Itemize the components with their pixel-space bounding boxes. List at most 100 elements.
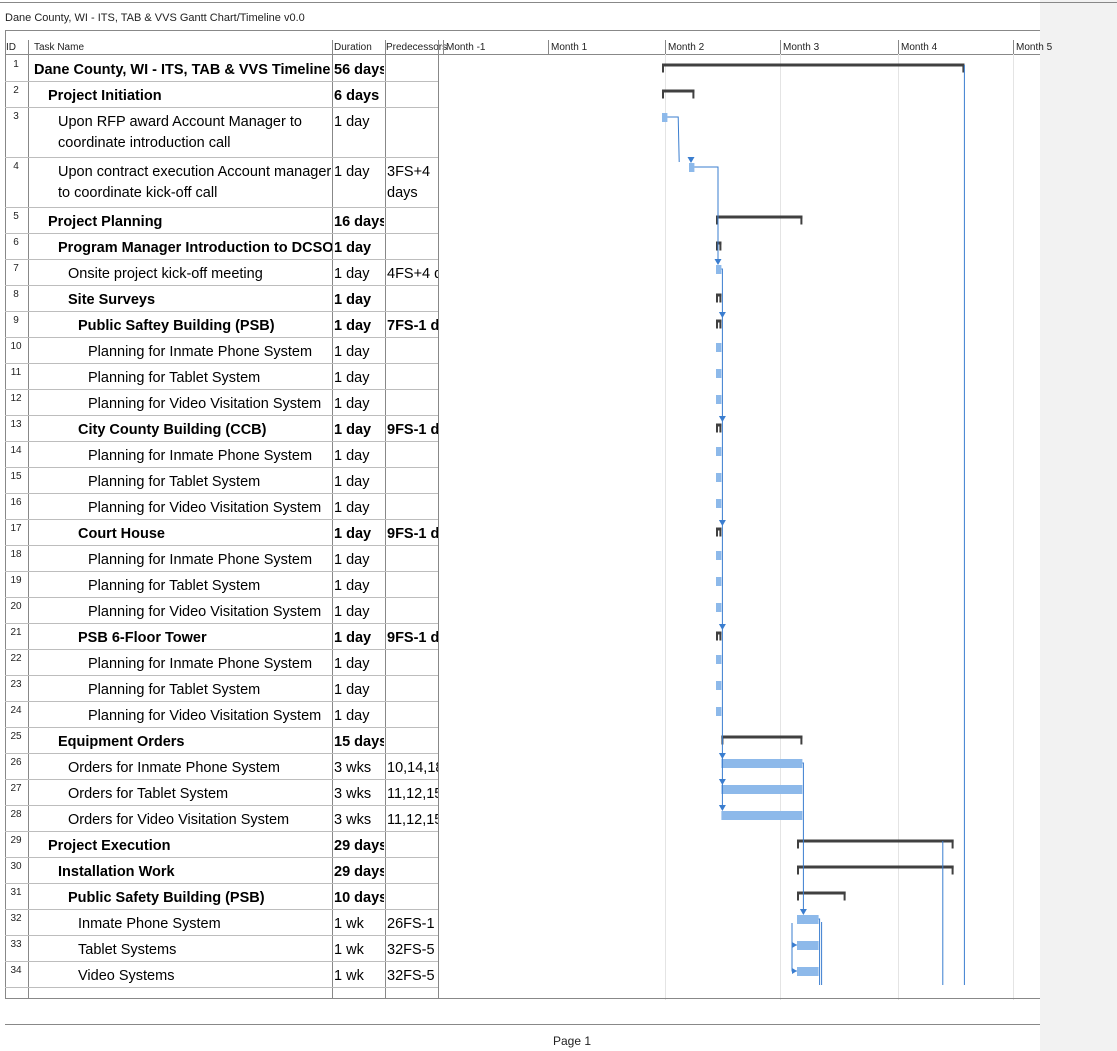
summary-bar-start-cap: [797, 891, 799, 901]
task-row[interactable]: 10 Planning for Inmate Phone System 1 day: [5, 338, 438, 364]
task-name: PSB 6-Floor Tower: [78, 630, 207, 646]
task-duration: 1 day: [334, 656, 370, 672]
header-divider: [5, 54, 1040, 55]
task-row[interactable]: 32 Inmate Phone System 1 wk 26FS-1 day: [5, 910, 438, 936]
summary-bar-end-cap: [951, 839, 954, 849]
task-id: 14: [10, 445, 22, 456]
timeline-gridline: [898, 54, 899, 1000]
task-id: 16: [10, 497, 22, 508]
summary-bar-start-cap: [662, 89, 664, 99]
task-id: 34: [10, 965, 22, 976]
task-row[interactable]: 9 Public Saftey Building (PSB) 1 day 7FS-1 …: [5, 312, 438, 338]
task-duration: 29 days: [334, 838, 384, 854]
task-row[interactable]: 27 Orders for Tablet System 3 wks 11,12,15,…: [5, 780, 438, 806]
task-row[interactable]: 22 Planning for Inmate Phone System 1 day: [5, 650, 438, 676]
task-row[interactable]: 29 Project Execution 29 days: [5, 832, 438, 858]
task-row[interactable]: 5 Project Planning 16 days: [5, 208, 438, 234]
summary-bar: [662, 63, 965, 67]
task-id: 18: [10, 549, 22, 560]
gantt-chart: [662, 63, 965, 985]
task-name: Orders for Video Visitation System: [68, 812, 290, 828]
task-duration: 1 day: [334, 708, 370, 724]
task-id: 9: [13, 315, 19, 326]
task-duration: 1 day: [334, 396, 370, 412]
page-right-margin: [1040, 0, 1117, 1051]
task-row[interactable]: 34 Video Systems 1 wk 32FS-5 days: [5, 962, 438, 988]
task-id: 27: [10, 783, 22, 794]
task-duration: 1 wk: [334, 942, 364, 958]
task-predecessors: 32FS-5 days: [387, 942, 438, 958]
task-row[interactable]: 25 Equipment Orders 15 days: [5, 728, 438, 754]
link-arrow: [718, 624, 726, 630]
task-bar: [716, 265, 722, 274]
summary-bar: [797, 891, 846, 895]
task-row[interactable]: 8 Site Surveys 1 day: [5, 286, 438, 312]
task-bar: [689, 163, 695, 172]
document-title: Dane County, WI - ITS, TAB & VVS Gantt C…: [5, 12, 305, 24]
summary-bar-end-cap: [719, 527, 722, 537]
task-row[interactable]: 7 Onsite project kick-off meeting 1 day 4FS…: [5, 260, 438, 286]
summary-bar-end-cap: [719, 293, 722, 303]
task-duration: 3 wks: [334, 812, 372, 828]
task-row[interactable]: 21 PSB 6-Floor Tower 1 day 9FS-1 day: [5, 624, 438, 650]
task-row[interactable]: 19 Planning for Tablet System 1 day: [5, 572, 438, 598]
task-id: 6: [13, 237, 19, 248]
month-divider: [898, 40, 899, 54]
task-row[interactable]: 4 Upon contract execution Account manager…: [5, 158, 438, 208]
task-bar: [716, 395, 722, 404]
task-name: Planning for Video Visitation System: [88, 500, 322, 516]
task-id: 26: [10, 757, 22, 768]
predecessor-column-divider: [438, 40, 439, 998]
task-id: 28: [10, 809, 22, 820]
task-name: Upon contract execution Account manager …: [58, 164, 332, 201]
task-id: 15: [10, 471, 22, 482]
task-row[interactable]: 1 Dane County, WI - ITS, TAB & VVS Timeli…: [5, 56, 438, 82]
month-label: Month 4: [901, 42, 938, 53]
task-row[interactable]: 33 Tablet Systems 1 wk 32FS-5 days: [5, 936, 438, 962]
task-row[interactable]: 28 Orders for Video Visitation System 3 wk…: [5, 806, 438, 832]
summary-bar: [662, 89, 695, 93]
month-label: Month 2: [668, 42, 705, 53]
link-4-7: [694, 166, 719, 264]
task-name: Planning for Tablet System: [88, 682, 261, 698]
task-row[interactable]: 12 Planning for Video Visitation System 1 …: [5, 390, 438, 416]
link-arrow: [718, 805, 726, 811]
task-row[interactable]: 20 Planning for Video Visitation System 1 …: [5, 598, 438, 624]
task-row[interactable]: 11 Planning for Tablet System 1 day: [5, 364, 438, 390]
task-id: 25: [10, 731, 22, 742]
task-name: Project Planning: [48, 214, 163, 230]
task-row[interactable]: 26 Orders for Inmate Phone System 3 wks 10,…: [5, 754, 438, 780]
task-row[interactable]: 17 Court House 1 day 9FS-1 day: [5, 520, 438, 546]
task-name: Planning for Tablet System: [88, 578, 261, 594]
task-duration: 10 days: [334, 890, 384, 906]
task-row[interactable]: 6 Program Manager Introduction to DCSO Te…: [5, 234, 438, 260]
task-name: Dane County, WI - ITS, TAB & VVS Timelin…: [34, 62, 332, 78]
summary-bar: [716, 631, 722, 635]
task-id: 5: [13, 211, 19, 222]
task-row[interactable]: 16 Planning for Video Visitation System 1 …: [5, 494, 438, 520]
task-id: 19: [10, 575, 22, 586]
task-row[interactable]: 31 Public Safety Building (PSB) 10 days: [5, 884, 438, 910]
task-row[interactable]: 2 Project Initiation 6 days: [5, 82, 438, 108]
task-row[interactable]: 14 Planning for Inmate Phone System 1 day: [5, 442, 438, 468]
task-id: 22: [10, 653, 22, 664]
summary-bar-start-cap: [716, 423, 718, 433]
task-id: 24: [10, 705, 22, 716]
task-row[interactable]: 3 Upon RFP award Account Manager to coord…: [5, 108, 438, 158]
task-duration: 1 day: [334, 682, 370, 698]
task-duration: 1 day: [334, 474, 370, 490]
col-header-predecessors: Predecessors: [386, 42, 448, 53]
task-row[interactable]: 15 Planning for Tablet System 1 day: [5, 468, 438, 494]
task-row[interactable]: 18 Planning for Inmate Phone System 1 day: [5, 546, 438, 572]
task-id: 11: [10, 367, 22, 378]
task-name: Planning for Video Visitation System: [88, 708, 322, 724]
task-row[interactable]: 30 Installation Work 29 days: [5, 858, 438, 884]
task-predecessors: 26FS-1 day: [387, 916, 438, 932]
task-row[interactable]: 23 Planning for Tablet System 1 day: [5, 676, 438, 702]
month-divider: [548, 40, 549, 54]
col-header-task-name: Task Name: [34, 42, 85, 53]
task-row[interactable]: 13 City County Building (CCB) 1 day 9FS-1 d…: [5, 416, 438, 442]
task-predecessors: 9FS-1 day: [387, 630, 438, 646]
task-id: 7: [13, 263, 19, 274]
task-row[interactable]: 24 Planning for Video Visitation System 1 …: [5, 702, 438, 728]
